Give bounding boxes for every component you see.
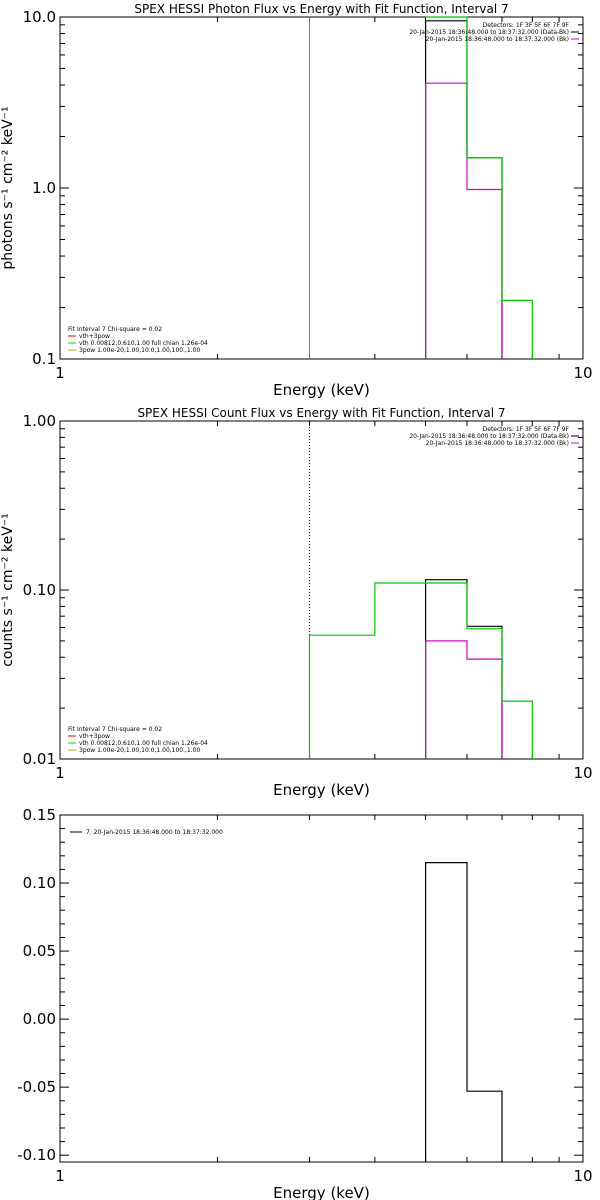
x-tick-label: 1 (55, 764, 65, 782)
plot-frame (59, 814, 584, 1163)
legend-text: vth 0.00812,0.610,1.00 full chian 1.26e-… (79, 340, 208, 347)
series-line (425, 579, 503, 759)
legend-text: 3pow 1.00e-20,1.00,10.0,1.00,100.,1.00 (79, 747, 200, 754)
y-tick-label: 0.1 (32, 350, 56, 368)
y-tick-label: 0.00 (23, 1010, 56, 1028)
series-line (425, 82, 503, 359)
legend-text: 7. 20-Jan-2015 18:36:48.000 to 18:37:32.… (86, 829, 223, 836)
chart-1: SPEX HESSI Photon Flux vs Energy with Fi… (0, 2, 593, 399)
y-tick-label: 1.00 (23, 412, 56, 430)
legend-text: 3pow 1.00e-20,1.00,10.0,1.00,100.,1.00 (79, 347, 200, 354)
y-axis-label: photons s⁻¹ cm⁻² keV⁻¹ (0, 106, 16, 269)
legend-text: vth+3pow (79, 333, 110, 340)
legend-text: Detectors: 1F 3F 5F 6F 7F 9F (483, 426, 570, 433)
chart-3: 1 10 -0.10 -0.05 0.00 0.05 0.10 0.15 Energy (keV… (17, 806, 592, 1200)
legend-text: vth 0.00812,0.610,1.00 full chian 1.26e-… (79, 740, 208, 747)
legend-text: 20-Jan-2015 18:36:48.000 to 18:37:32.000… (426, 36, 569, 43)
series-line (308, 582, 533, 759)
legend-text: Fit Interval 7 Chi-square = 0.02 (68, 726, 162, 733)
x-axis-label: Energy (keV) (273, 781, 370, 799)
y-tick-label: 1.0 (32, 179, 56, 197)
x-axis-label: Energy (keV) (273, 1184, 370, 1200)
x-tick-label: 10 (573, 764, 592, 782)
x-tick-label: 1 (55, 1167, 65, 1185)
x-tick-label: 1 (55, 364, 65, 382)
y-tick-label: -0.05 (17, 1078, 56, 1096)
legend-text: vth+3pow (79, 733, 110, 740)
series-line (425, 16, 533, 359)
y-tick-label: 0.10 (23, 874, 56, 892)
x-axis-label: Energy (keV) (273, 381, 370, 399)
legend-text: 20-Jan-2015 18:36:48.000 to 18:37:32.000… (409, 433, 569, 440)
legend-text: Detectors: 1F 3F 5F 6F 7F 9F (483, 22, 570, 29)
legend-text: 20-Jan-2015 18:36:48.000 to 18:37:32.000… (426, 440, 569, 447)
y-tick-label: 10.0 (23, 8, 56, 26)
series-line (425, 861, 503, 1162)
chart-2: SPEX HESSI Count Flux vs Energy with Fit… (0, 406, 593, 799)
legend-text: 20-Jan-2015 18:36:48.000 to 18:37:32.000… (409, 29, 569, 36)
chart-title: SPEX HESSI Count Flux vs Energy with Fit… (137, 406, 505, 420)
y-tick-label: 0.10 (23, 581, 56, 599)
chart-title: SPEX HESSI Photon Flux vs Energy with Fi… (134, 2, 508, 16)
y-tick-label: 0.15 (23, 806, 56, 824)
series-line (425, 640, 503, 759)
y-tick-label: 0.01 (23, 750, 56, 768)
y-tick-label: -0.10 (17, 1146, 56, 1164)
x-tick-label: 10 (573, 364, 592, 382)
y-axis-label: counts s⁻¹ cm⁻² keV⁻¹ (0, 513, 16, 667)
x-tick-label: 10 (573, 1167, 592, 1185)
plot-frame (59, 16, 584, 360)
legend-text: Fit Interval 7 Chi-square = 0.02 (68, 326, 162, 333)
plot-frame (59, 420, 584, 760)
y-tick-label: 0.05 (23, 942, 56, 960)
